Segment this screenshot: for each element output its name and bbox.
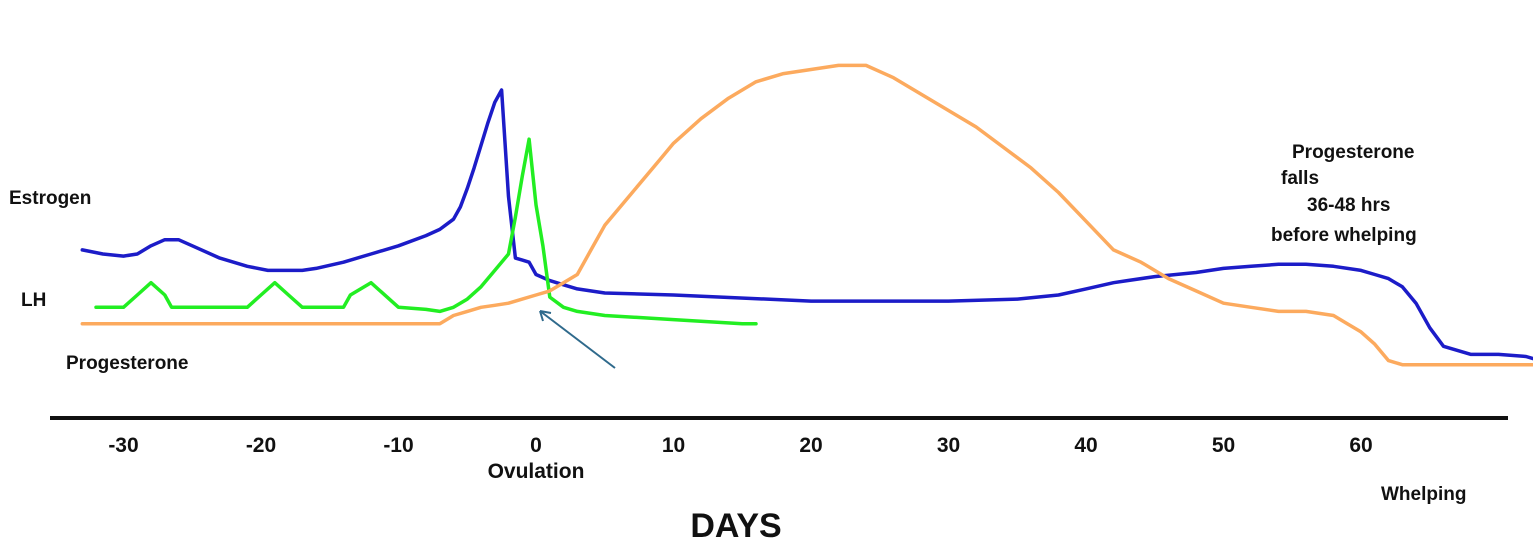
ovulation-arrow-head xyxy=(539,310,552,322)
series-label-estrogen: Estrogen xyxy=(9,188,91,209)
annotation-progesterone-falls-1: Progesterone xyxy=(1292,142,1414,163)
x-tick-label: -20 xyxy=(246,434,276,457)
series-label-progesterone: Progesterone xyxy=(66,353,188,374)
series-lines xyxy=(80,63,1533,367)
x-axis-title: DAYS xyxy=(690,507,781,543)
series-line-lh xyxy=(94,137,758,326)
x-tick-label: 10 xyxy=(662,434,685,457)
x-tick-label: -30 xyxy=(108,434,138,457)
x-tick-label: 60 xyxy=(1349,434,1372,457)
series-label-lh: LH xyxy=(21,290,46,311)
whelping-label: Whelping xyxy=(1381,484,1466,505)
annotation-progesterone-falls-2: falls xyxy=(1281,168,1319,189)
ovulation-label: Ovulation xyxy=(488,460,585,483)
series-line-progesterone xyxy=(80,63,1533,367)
x-tick-label: 50 xyxy=(1212,434,1235,457)
annotation-progesterone-falls-3: 36-48 hrs xyxy=(1307,195,1390,216)
x-tick-label: -10 xyxy=(383,434,413,457)
series-line-estrogen xyxy=(80,88,1533,361)
x-tick-label: 20 xyxy=(799,434,822,457)
x-tick-label: 0 xyxy=(530,434,542,457)
x-tick-label: 40 xyxy=(1074,434,1097,457)
x-tick-labels: -30 -20 -10 0 10 20 30 40 50 60 xyxy=(108,434,1372,457)
annotation-progesterone-falls-4: before whelping xyxy=(1271,225,1417,246)
x-tick-label: 30 xyxy=(937,434,960,457)
ovulation-arrow-shaft xyxy=(539,310,616,369)
